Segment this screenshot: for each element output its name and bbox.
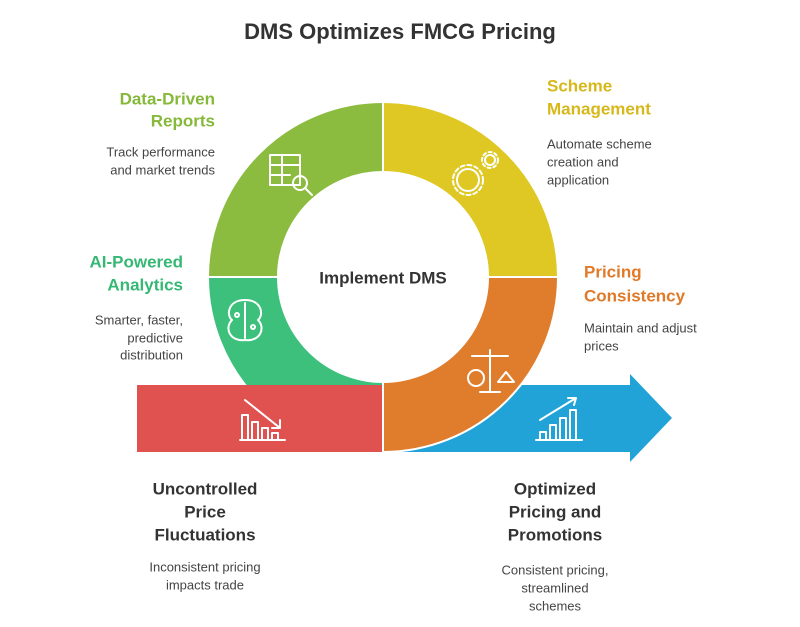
stage-description: streamlined bbox=[521, 580, 588, 595]
stage-title: Pricing and bbox=[509, 502, 602, 521]
icon-report bbox=[269, 154, 313, 196]
stage-description: Maintain and adjust bbox=[584, 320, 697, 335]
stage-description: Inconsistent pricing bbox=[149, 559, 260, 574]
title: DMS Optimizes FMCG Pricing bbox=[244, 19, 556, 44]
stage-description: and market trends bbox=[110, 162, 215, 177]
stage-description: prices bbox=[584, 338, 619, 353]
stage-title: Analytics bbox=[107, 275, 183, 294]
problem-bar bbox=[137, 385, 383, 452]
stage-description: Track performance bbox=[106, 144, 215, 159]
stage-description: predictive bbox=[127, 330, 183, 345]
stage-title: Uncontrolled bbox=[153, 479, 258, 498]
stage-title: Promotions bbox=[508, 525, 602, 544]
icon-decline bbox=[239, 399, 286, 441]
stage-description: schemes bbox=[529, 598, 582, 613]
center-label: Implement DMS bbox=[319, 268, 447, 287]
segment-pricing bbox=[382, 276, 560, 454]
icon-scheme bbox=[452, 151, 499, 196]
stage-title: Reports bbox=[151, 111, 215, 130]
stage-title: Management bbox=[547, 99, 651, 118]
stage-description: Smarter, faster, bbox=[95, 312, 183, 327]
stage-title: Price bbox=[184, 502, 226, 521]
stage-description: application bbox=[547, 172, 609, 187]
icon-growth bbox=[535, 397, 583, 441]
stage-title: Data-Driven bbox=[120, 89, 215, 108]
stage-description: creation and bbox=[547, 154, 619, 169]
icon-scale bbox=[467, 349, 515, 393]
stage-description: Consistent pricing, bbox=[502, 562, 609, 577]
segment-scheme bbox=[382, 100, 560, 278]
stage-title: Consistency bbox=[584, 286, 686, 305]
stage-description: distribution bbox=[120, 347, 183, 362]
stage-title: Scheme bbox=[547, 76, 612, 95]
stage-title: Pricing bbox=[584, 262, 642, 281]
stage-title: AI-Powered bbox=[89, 252, 183, 271]
icon-brain bbox=[227, 299, 263, 342]
stage-title: Fluctuations bbox=[154, 525, 255, 544]
stage-description: impacts trade bbox=[166, 577, 244, 592]
stage-description: Automate scheme bbox=[547, 136, 652, 151]
stage-title: Optimized bbox=[514, 479, 596, 498]
